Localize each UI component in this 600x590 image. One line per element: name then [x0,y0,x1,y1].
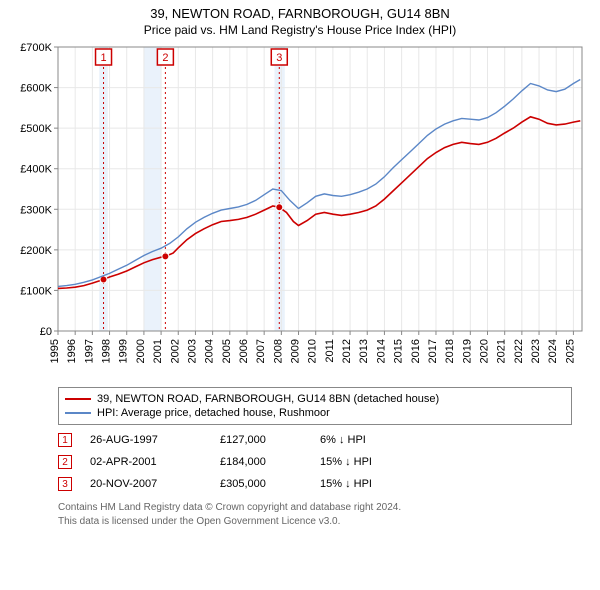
svg-text:1996: 1996 [66,339,78,363]
svg-text:3: 3 [276,52,282,64]
svg-text:1999: 1999 [118,339,130,363]
transactions-table: 1 26-AUG-1997 £127,000 6% ↓ HPI 2 02-APR… [58,429,572,495]
chart-container: 39, NEWTON ROAD, FARNBOROUGH, GU14 8BN P… [0,0,600,590]
tx-price: £184,000 [220,456,320,468]
svg-text:2015: 2015 [393,339,405,363]
svg-text:£0: £0 [40,326,52,338]
tx-delta: 6% ↓ HPI [320,434,440,446]
svg-text:2022: 2022 [513,339,525,363]
svg-text:2007: 2007 [255,339,267,363]
svg-text:£500K: £500K [20,123,52,135]
table-row: 3 20-NOV-2007 £305,000 15% ↓ HPI [58,473,572,495]
tx-price: £305,000 [220,478,320,490]
table-row: 2 02-APR-2001 £184,000 15% ↓ HPI [58,451,572,473]
event-marker-icon: 3 [58,477,72,491]
legend-label: HPI: Average price, detached house, Rush… [97,407,330,419]
svg-text:2023: 2023 [530,339,542,363]
svg-text:£300K: £300K [20,204,52,216]
svg-text:2025: 2025 [564,339,576,363]
table-row: 1 26-AUG-1997 £127,000 6% ↓ HPI [58,429,572,451]
tx-delta: 15% ↓ HPI [320,456,440,468]
chart-plot-area: £0 £100K £200K £300K £400K £500K £600K £700K 199… [10,41,590,381]
svg-text:1995: 1995 [49,339,61,363]
chart-title-line2: Price paid vs. HM Land Registry's House … [0,21,600,41]
footer-line: Contains HM Land Registry data © Crown c… [58,501,572,515]
event-marker-icon: 1 [58,433,72,447]
svg-text:2016: 2016 [410,339,422,363]
svg-text:2002: 2002 [169,339,181,363]
event-marker-icon: 2 [58,455,72,469]
svg-text:2012: 2012 [341,339,353,363]
tx-price: £127,000 [220,434,320,446]
tx-date: 02-APR-2001 [90,456,220,468]
legend-swatch [65,412,91,414]
svg-text:£700K: £700K [20,42,52,54]
chart-title-line1: 39, NEWTON ROAD, FARNBOROUGH, GU14 8BN [0,0,600,21]
svg-text:2006: 2006 [238,339,250,363]
tx-date: 20-NOV-2007 [90,478,220,490]
svg-text:2003: 2003 [186,339,198,363]
svg-text:1997: 1997 [83,339,95,363]
tx-delta: 15% ↓ HPI [320,478,440,490]
svg-text:2: 2 [162,52,168,64]
svg-text:2013: 2013 [358,339,370,363]
tx-date: 26-AUG-1997 [90,434,220,446]
svg-text:2020: 2020 [479,339,491,363]
legend-swatch [65,398,91,400]
svg-text:2017: 2017 [427,339,439,363]
svg-text:2021: 2021 [496,339,508,363]
svg-text:2011: 2011 [324,339,336,363]
svg-text:£100K: £100K [20,285,52,297]
legend: 39, NEWTON ROAD, FARNBOROUGH, GU14 8BN (… [58,387,572,425]
svg-text:2010: 2010 [307,339,319,363]
svg-text:2000: 2000 [135,339,147,363]
line-chart-svg: £0 £100K £200K £300K £400K £500K £600K £700K 199… [10,41,590,381]
svg-text:2014: 2014 [375,339,387,363]
svg-text:£400K: £400K [20,164,52,176]
legend-item: HPI: Average price, detached house, Rush… [65,406,565,420]
svg-text:2024: 2024 [547,339,559,363]
legend-label: 39, NEWTON ROAD, FARNBOROUGH, GU14 8BN (… [97,393,439,405]
svg-text:1998: 1998 [101,339,113,363]
svg-text:2009: 2009 [290,339,302,363]
svg-text:2005: 2005 [221,339,233,363]
footer-line: This data is licensed under the Open Gov… [58,515,572,529]
svg-text:1: 1 [100,52,106,64]
svg-text:2001: 2001 [152,339,164,363]
footer-attribution: Contains HM Land Registry data © Crown c… [58,501,572,528]
svg-text:£600K: £600K [20,83,52,95]
svg-text:2018: 2018 [444,339,456,363]
svg-text:2004: 2004 [204,339,216,363]
legend-item: 39, NEWTON ROAD, FARNBOROUGH, GU14 8BN (… [65,392,565,406]
svg-text:£200K: £200K [20,245,52,257]
svg-text:2019: 2019 [461,339,473,363]
svg-text:2008: 2008 [272,339,284,363]
